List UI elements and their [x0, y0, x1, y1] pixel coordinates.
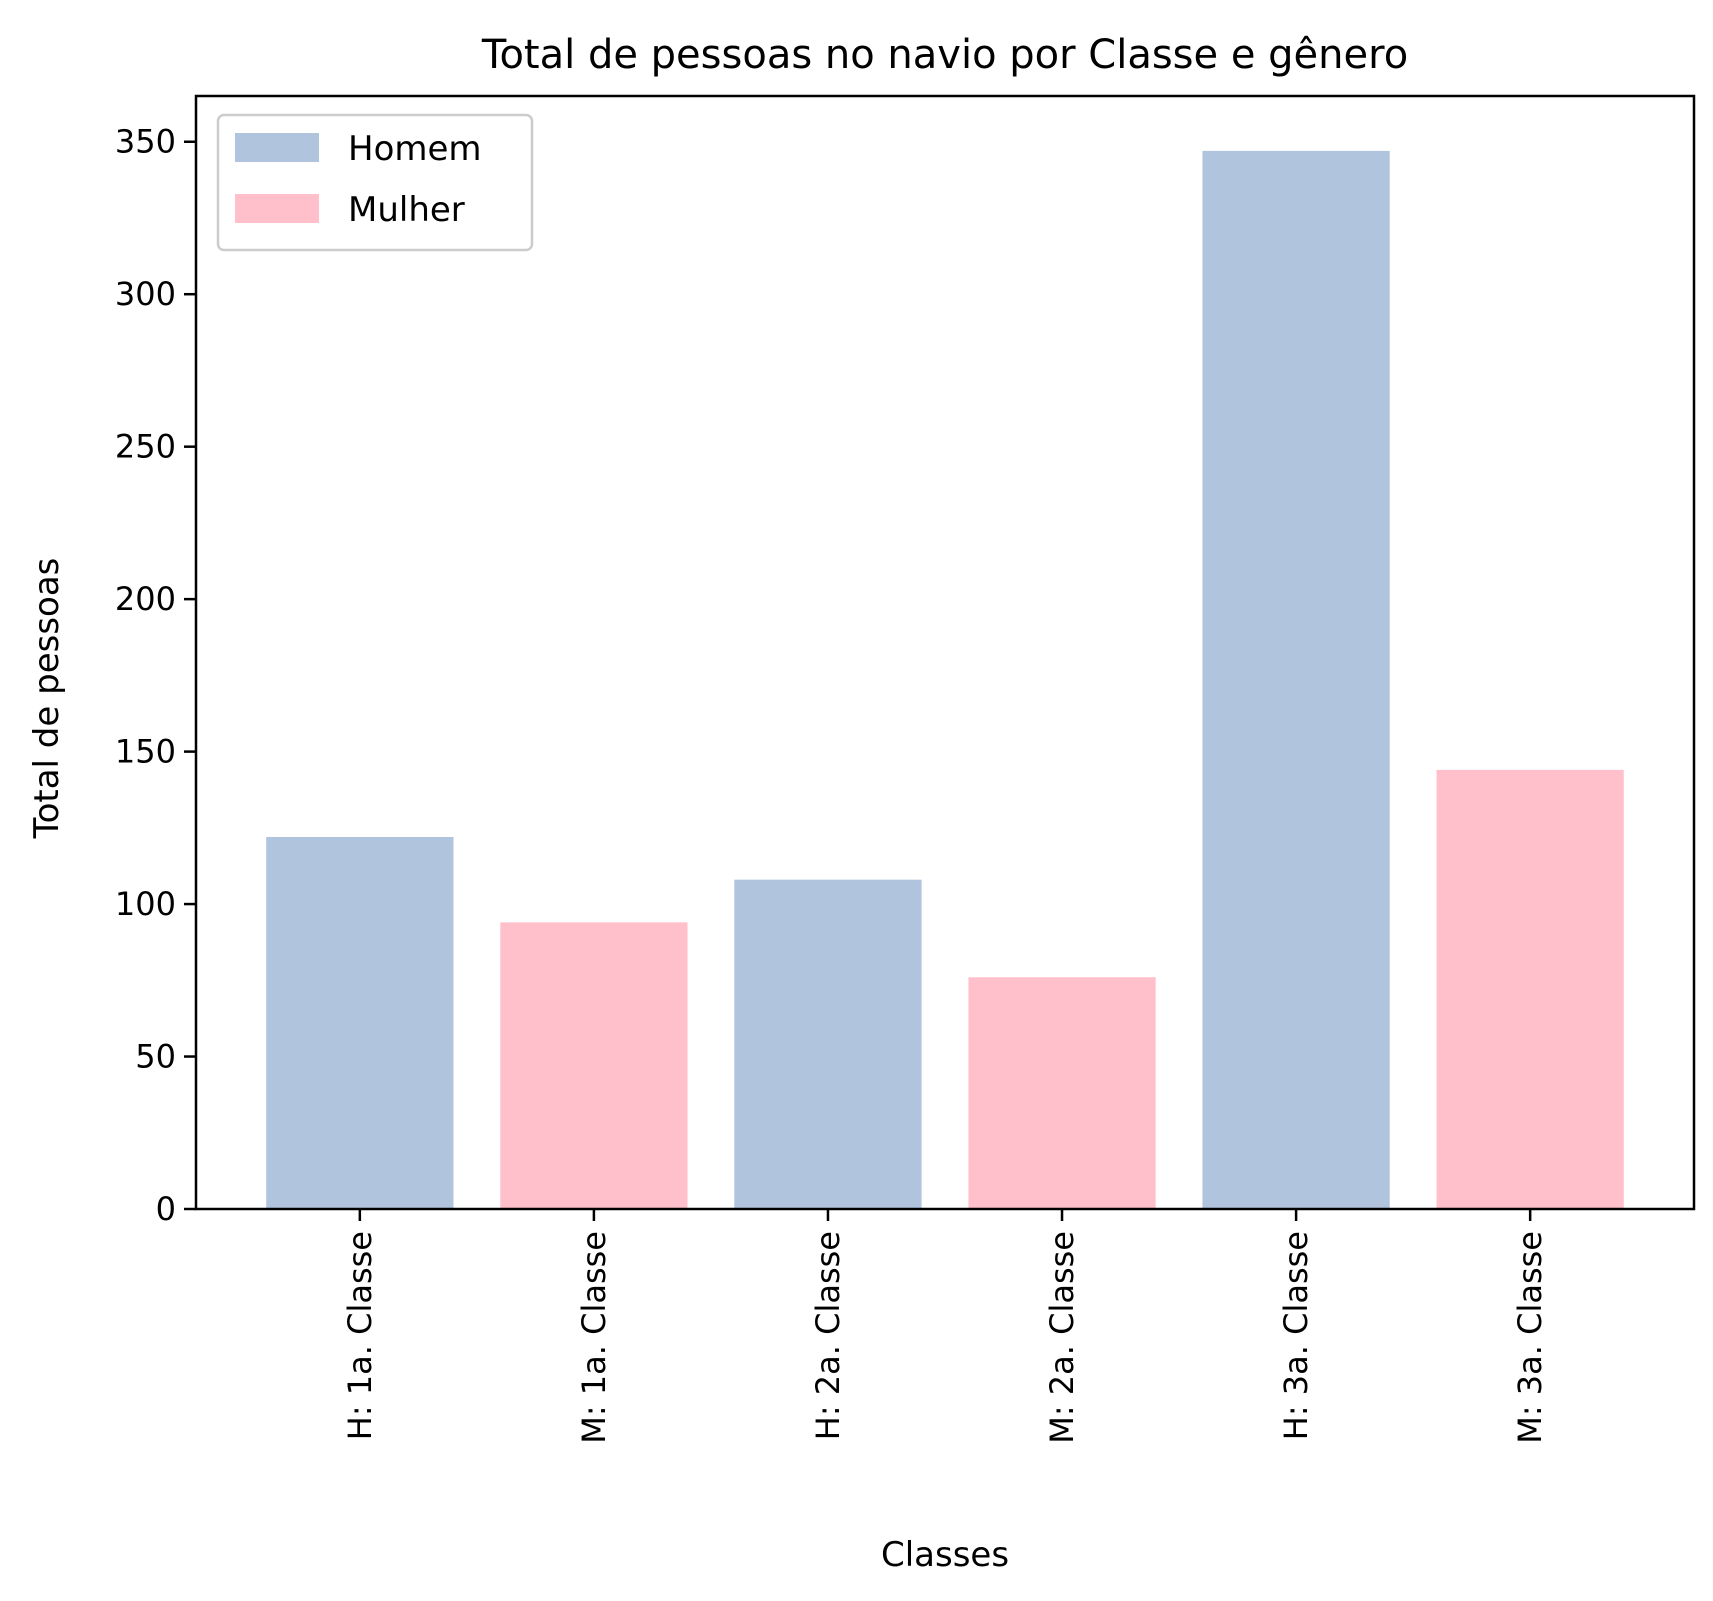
legend-swatch-mulher: [235, 194, 319, 223]
x-tick-label: H: 1a. Classe: [341, 1231, 379, 1440]
y-axis: 0 50 100 150 200 250 300 350: [115, 123, 196, 1228]
x-tick-label: M: 1a. Classe: [575, 1231, 613, 1444]
bar-homem-2: [734, 879, 922, 1209]
legend-label-homem: Homem: [348, 129, 482, 169]
x-tick-label: H: 2a. Classe: [809, 1231, 847, 1440]
bars-layer: [266, 150, 1624, 1209]
y-axis-label: Total de pessoas: [27, 558, 67, 840]
x-tick-label: M: 2a. Classe: [1043, 1231, 1081, 1444]
plot-frame: [194, 94, 1696, 1211]
y-tick-label: 350: [115, 123, 176, 161]
bar-mulher-1: [500, 922, 688, 1209]
x-tick-label: M: 3a. Classe: [1511, 1231, 1549, 1444]
bar-mulher-3: [968, 977, 1156, 1209]
y-tick-label: 250: [115, 428, 176, 466]
legend: Homem Mulher: [216, 113, 534, 252]
y-tick-label: 150: [115, 733, 176, 771]
chart-title: Total de pessoas no navio por Classe e g…: [481, 32, 1408, 78]
y-tick-label: 0: [156, 1190, 176, 1228]
x-axis-label: Classes: [881, 1535, 1009, 1575]
bar-homem-0: [266, 836, 454, 1209]
legend-swatch-homem: [235, 133, 319, 162]
y-tick-label: 100: [115, 885, 176, 923]
y-tick-label: 50: [135, 1038, 176, 1076]
x-axis: H: 1a. Classe M: 1a. Classe H: 2a. Classe M…: [341, 1209, 1549, 1444]
y-tick-label: 200: [115, 580, 176, 618]
x-tick-label: H: 3a. Classe: [1277, 1231, 1315, 1440]
bar-homem-4: [1202, 150, 1390, 1209]
y-tick-label: 300: [115, 275, 176, 313]
bar-mulher-5: [1436, 769, 1624, 1209]
legend-label-mulher: Mulher: [348, 190, 465, 230]
